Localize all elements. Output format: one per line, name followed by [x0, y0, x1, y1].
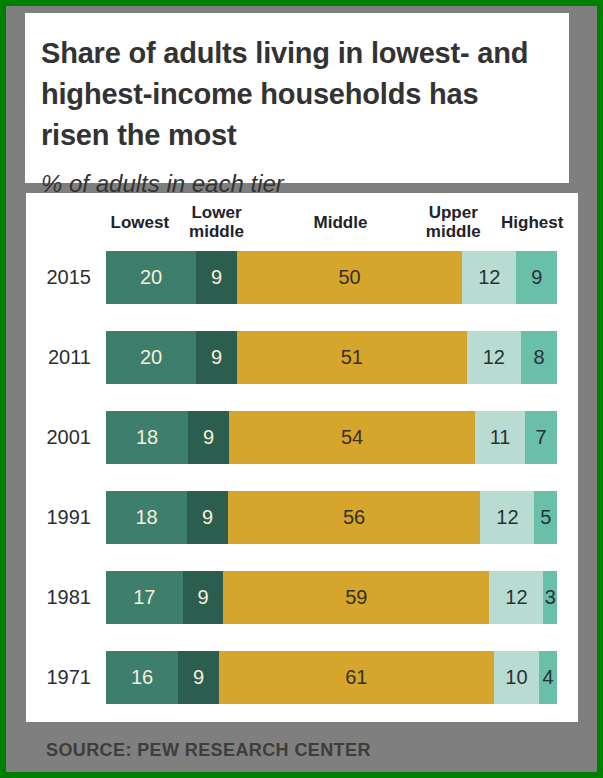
segment-lowest: 20 — [106, 251, 196, 304]
stacked-bar: 17959123 — [106, 571, 557, 624]
segment-upper-middle: 12 — [467, 331, 521, 384]
year-label: 2015 — [26, 251, 106, 304]
legend-row: LowestLower middleMiddleUpper middleHigh… — [106, 193, 557, 251]
legend-label-lowest: Lowest — [102, 213, 178, 232]
stacked-bar: 18956125 — [106, 491, 557, 544]
year-label: 1971 — [26, 651, 106, 704]
segment-lowest: 20 — [106, 331, 196, 384]
segment-highest: 3 — [543, 571, 557, 624]
legend-label-middle: Middle — [303, 213, 379, 232]
bar-rows: 2015209501292011209511282001189541171991… — [26, 251, 578, 731]
year-label: 2011 — [26, 331, 106, 384]
legend-label-upper-middle: Upper middle — [415, 203, 491, 241]
segment-middle: 54 — [229, 411, 475, 464]
segment-middle: 51 — [237, 331, 467, 384]
segment-upper-middle: 10 — [494, 651, 539, 704]
segment-lower-middle: 9 — [196, 251, 237, 304]
segment-highest: 8 — [521, 331, 557, 384]
segment-upper-middle: 12 — [489, 571, 543, 624]
chart-panel: LowestLower middle Middle Upper middleHigh… — [26, 193, 578, 722]
bar-row-1991: 199118956125 — [26, 491, 578, 571]
segment-middle: 59 — [223, 571, 489, 624]
segment-lower-middle: 9 — [196, 331, 237, 384]
year-label: 1991 — [26, 491, 106, 544]
segment-upper-middle: 12 — [480, 491, 534, 544]
legend-label-lower-middle: Lower middle — [178, 203, 254, 241]
year-label: 1981 — [26, 571, 106, 624]
segment-lowest: 18 — [106, 411, 188, 464]
title-card: Share of adults living in lowest- and hi… — [25, 13, 569, 183]
segment-highest: 5 — [534, 491, 557, 544]
stacked-bar: 18954117 — [106, 411, 557, 464]
segment-upper-middle: 11 — [475, 411, 525, 464]
page-title-line-2: highest-income households has — [41, 74, 555, 115]
segment-lower-middle: 9 — [183, 571, 224, 624]
bar-row-2001: 200118954117 — [26, 411, 578, 491]
segment-upper-middle: 12 — [462, 251, 516, 304]
segment-middle: 56 — [228, 491, 481, 544]
bar-row-2011: 201120951128 — [26, 331, 578, 411]
segment-middle: 50 — [237, 251, 463, 304]
segment-lower-middle: 9 — [178, 651, 219, 704]
chart-frame: Share of adults living in lowest- and hi… — [0, 0, 603, 778]
source-credit: SOURCE: PEW RESEARCH CENTER — [46, 740, 371, 761]
segment-lowest: 16 — [106, 651, 178, 704]
segment-lower-middle: 9 — [188, 411, 229, 464]
page-title-line-1: Share of adults living in lowest- and — [41, 33, 555, 74]
segment-lower-middle: 9 — [187, 491, 228, 544]
stacked-bar: 16961104 — [106, 651, 557, 704]
stacked-bar: 20951128 — [106, 331, 557, 384]
legend-label-highest: Highest — [494, 213, 570, 232]
bar-row-2015: 201520950129 — [26, 251, 578, 331]
segment-highest: 9 — [516, 251, 557, 304]
page-title-line-3: risen the most — [41, 115, 555, 156]
stacked-bar: 20950129 — [106, 251, 557, 304]
bar-row-1981: 198117959123 — [26, 571, 578, 651]
segment-highest: 4 — [539, 651, 557, 704]
segment-lowest: 17 — [106, 571, 183, 624]
bar-row-1971: 197116961104 — [26, 651, 578, 731]
segment-highest: 7 — [525, 411, 557, 464]
segment-lowest: 18 — [106, 491, 187, 544]
segment-middle: 61 — [219, 651, 494, 704]
year-label: 2001 — [26, 411, 106, 464]
